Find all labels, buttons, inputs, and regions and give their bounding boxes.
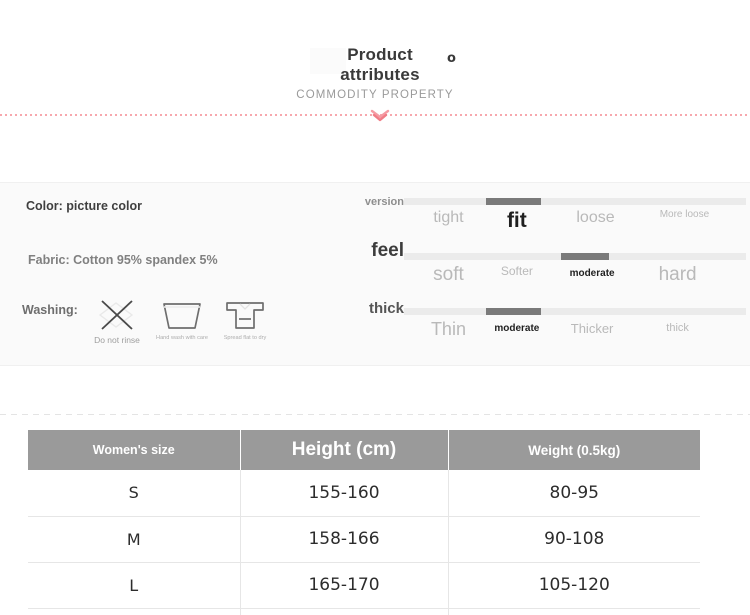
slider-ticks: Thin moderate Thicker thick — [404, 319, 746, 351]
cell-height: 155-160 — [240, 470, 449, 517]
table-row: M 158-166 90-108 — [28, 516, 700, 563]
slider-row-feel[interactable]: feel soft Softer moderate hard — [346, 240, 750, 297]
slider-tick[interactable]: Softer — [500, 264, 533, 278]
slider-ticks: tight fit loose More loose — [404, 209, 746, 241]
slider-fill — [561, 253, 610, 260]
double-chevron-down-icon — [368, 108, 392, 124]
dashed-divider — [0, 414, 750, 415]
table-row: L 165-170 105-120 — [28, 562, 700, 609]
slider-tick-selected[interactable]: moderate — [494, 323, 540, 334]
slider-label: feel — [371, 240, 404, 261]
slider-label: thick — [368, 300, 404, 317]
page-title-line2: attributes — [340, 65, 420, 84]
page-title-line1: Product — [347, 45, 413, 64]
attributes-panel — [0, 182, 750, 366]
page-header: Product attributes o COMMODITY PROPERTY — [0, 0, 750, 122]
size-table: Women's size Height (cm) Weight (0.5kg) … — [28, 430, 700, 615]
slider-tick-selected[interactable]: moderate — [569, 268, 615, 279]
slider-tick[interactable]: loose — [576, 209, 615, 226]
cell-size: M — [28, 516, 241, 563]
page-title: Product attributes — [330, 45, 430, 85]
slider-tick[interactable]: thick — [666, 322, 689, 334]
washing-icons-group: Do not rinse Hand wash with care Spread … — [86, 295, 286, 350]
header-decoration — [310, 48, 346, 74]
slider-fill — [486, 308, 541, 315]
color-label: Color: picture color — [26, 199, 142, 213]
slider-tick[interactable]: soft — [433, 264, 464, 285]
cell-weight: 90-108 — [448, 516, 700, 563]
slider-tick[interactable]: Thin — [430, 319, 466, 339]
washing-caption: Do not rinse — [94, 335, 140, 345]
slider-ticks: soft Softer moderate hard — [404, 264, 746, 296]
cell-height: 165-170 — [240, 562, 449, 609]
washing-item-do-not-rinse: Do not rinse — [86, 295, 148, 345]
slider-fill — [486, 198, 541, 205]
cell-size: S — [28, 470, 241, 517]
table-header-row: Women's size Height (cm) Weight (0.5kg) — [28, 430, 700, 470]
table-column-header: Weight (0.5kg) — [448, 430, 700, 470]
cell-height: 158-166 — [240, 516, 449, 563]
washing-caption: Spread flat to dry — [223, 335, 267, 341]
cell-size — [28, 608, 241, 615]
slider-label: version — [364, 196, 404, 208]
slider-track[interactable] — [404, 253, 746, 260]
page-subtitle: COMMODITY PROPERTY — [296, 89, 454, 101]
attribute-sliders: version tight fit loose More loose feel … — [346, 190, 750, 355]
size-section-header: Size recommendations/SizeInfo: Fashion c… — [0, 385, 750, 415]
washing-label: Washing: — [22, 303, 78, 317]
table-row: S 155-160 80-95 — [28, 470, 700, 517]
cell-size: L — [28, 562, 241, 609]
washing-caption: Hand wash with care — [156, 335, 208, 341]
slider-row-version[interactable]: version tight fit loose More loose — [346, 190, 750, 242]
table-column-header: Women's size — [28, 430, 241, 470]
cell-weight — [448, 608, 700, 615]
table-row — [28, 608, 700, 615]
slider-track[interactable] — [404, 198, 746, 205]
cell-height — [240, 608, 449, 615]
slider-row-thick[interactable]: thick Thin moderate Thicker thick — [346, 300, 750, 352]
slider-track[interactable] — [404, 308, 746, 315]
washing-item-spread-flat-dry: Spread flat to dry — [214, 295, 276, 341]
washing-item-hand-wash: Hand wash with care — [151, 295, 213, 341]
slider-tick-selected[interactable]: fit — [506, 209, 527, 232]
circle-badge-icon: o — [447, 51, 456, 66]
do-not-rinse-icon — [98, 300, 134, 330]
slider-tick[interactable]: More loose — [659, 209, 710, 220]
fabric-label: Fabric: Cotton 95% spandex 5% — [28, 253, 218, 267]
hand-wash-icon — [163, 303, 201, 329]
slider-tick[interactable]: tight — [433, 209, 464, 226]
cell-weight: 80-95 — [448, 470, 700, 517]
slider-tick[interactable]: Thicker — [570, 321, 614, 336]
cell-weight: 105-120 — [448, 562, 700, 609]
slider-tick[interactable]: hard — [658, 264, 697, 285]
spread-flat-dry-icon — [226, 302, 264, 329]
table-column-header: Height (cm) — [240, 430, 449, 470]
